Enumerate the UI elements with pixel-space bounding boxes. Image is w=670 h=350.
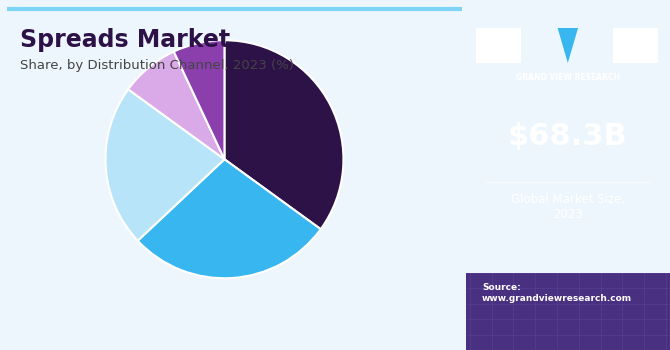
- Wedge shape: [224, 40, 344, 229]
- Wedge shape: [138, 159, 321, 278]
- FancyBboxPatch shape: [466, 273, 670, 350]
- Text: GRAND VIEW RESEARCH: GRAND VIEW RESEARCH: [516, 74, 620, 83]
- Text: Source:
www.grandviewresearch.com: Source: www.grandviewresearch.com: [482, 284, 632, 303]
- FancyBboxPatch shape: [613, 28, 658, 63]
- Wedge shape: [128, 51, 224, 159]
- Text: Share, by Distribution Channel, 2023 (%): Share, by Distribution Channel, 2023 (%): [20, 60, 294, 72]
- Wedge shape: [174, 40, 224, 159]
- FancyBboxPatch shape: [476, 28, 521, 63]
- Polygon shape: [557, 28, 578, 63]
- Text: $68.3B: $68.3B: [508, 122, 628, 151]
- Legend: Supermarkets & Hypermarkets, Convenience Store, Online, Specialty Stores, Others: Supermarkets & Hypermarkets, Convenience…: [24, 348, 425, 350]
- Wedge shape: [105, 89, 224, 241]
- Text: Spreads Market: Spreads Market: [20, 28, 230, 52]
- Text: Global Market Size,
2023: Global Market Size, 2023: [511, 193, 625, 220]
